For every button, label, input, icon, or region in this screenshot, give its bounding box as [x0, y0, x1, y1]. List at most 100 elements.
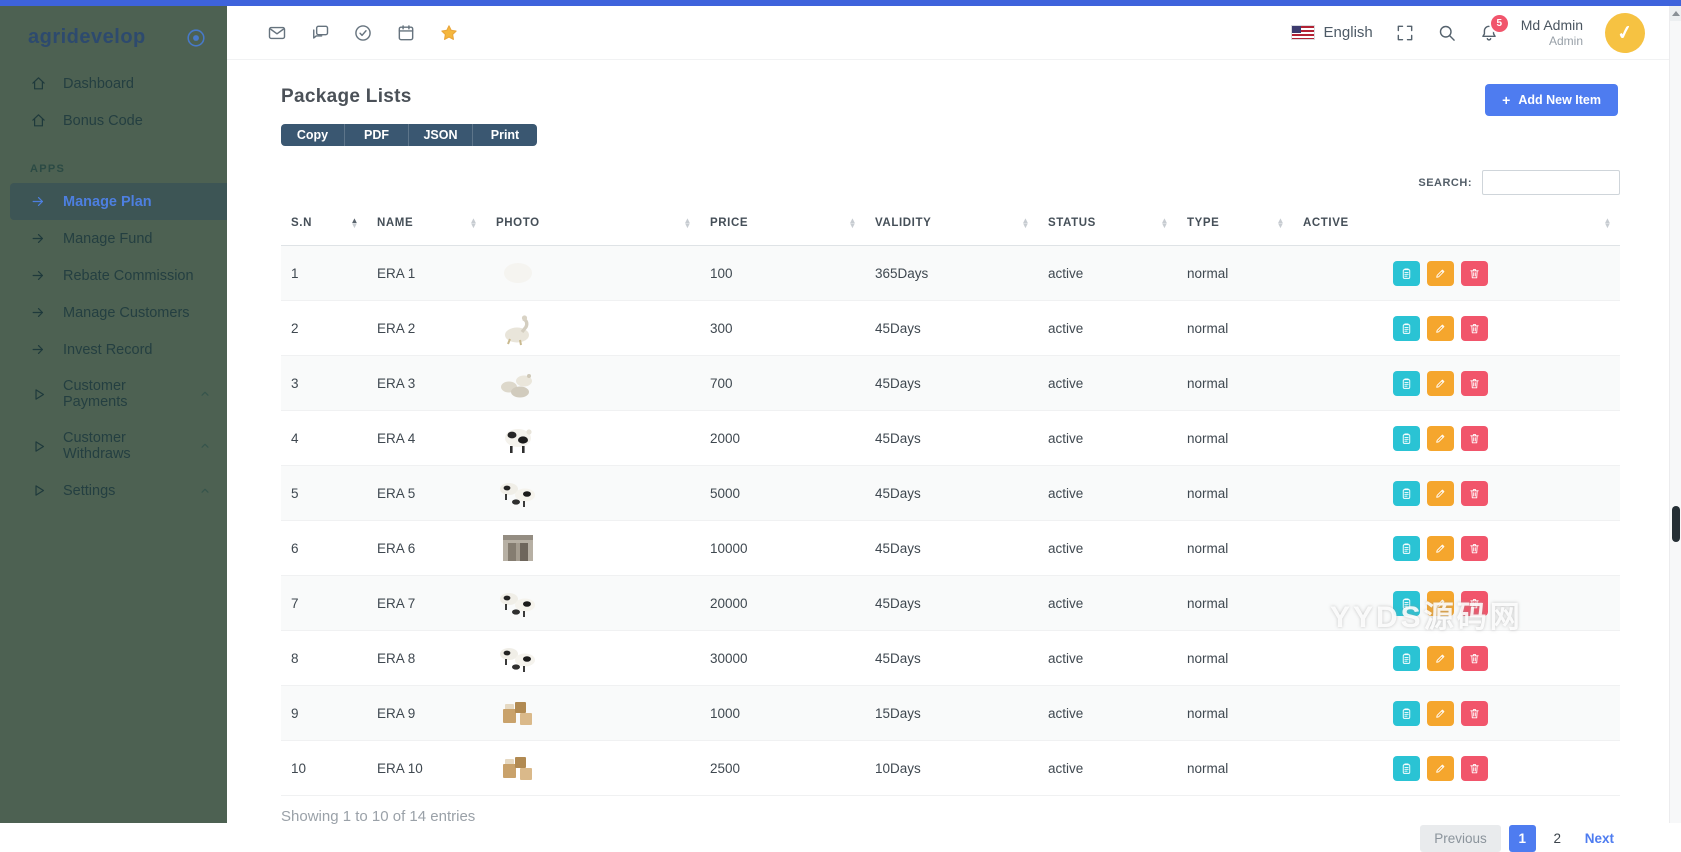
fullscreen-icon[interactable] [1395, 23, 1415, 43]
notification-badge: 5 [1490, 14, 1508, 32]
delete-button[interactable] [1461, 260, 1488, 286]
delete-button[interactable] [1461, 480, 1488, 506]
scroll-up-arrow[interactable] [1670, 6, 1681, 21]
sidebar-item-invest-record[interactable]: Invest Record [0, 331, 227, 368]
view-button[interactable] [1393, 590, 1420, 616]
cell-sn: 4 [281, 410, 367, 466]
view-button[interactable] [1393, 535, 1420, 561]
pagination-next-button[interactable]: Next [1579, 825, 1620, 852]
column-header-price[interactable]: PRICE ▲ ▼ [700, 211, 865, 246]
edit-button[interactable] [1427, 755, 1454, 781]
language-selector[interactable]: English [1291, 24, 1373, 41]
edit-button[interactable] [1427, 370, 1454, 396]
cell-type: normal [1177, 465, 1293, 521]
delete-button[interactable] [1461, 645, 1488, 671]
check-circle-icon[interactable] [353, 23, 373, 43]
delete-button[interactable] [1461, 370, 1488, 396]
scrollbar-thumb[interactable] [1672, 506, 1680, 542]
delete-button[interactable] [1461, 535, 1488, 561]
view-button[interactable] [1393, 260, 1420, 286]
pagination-page-1[interactable]: 1 [1508, 825, 1536, 852]
view-button[interactable] [1393, 755, 1420, 781]
sidebar-item-bonus-code[interactable]: Bonus Code [0, 102, 227, 139]
cell-type: normal [1177, 355, 1293, 411]
sidebar-item-manage-customers[interactable]: Manage Customers [0, 294, 227, 331]
calendar-icon[interactable] [396, 23, 416, 43]
export-copy-button[interactable]: Copy [281, 124, 345, 146]
cell-validity: 45Days [865, 355, 1038, 411]
view-button[interactable] [1393, 645, 1420, 671]
sidebar-item-settings[interactable]: Settings [0, 472, 227, 509]
sidebar-item-customer-payments[interactable]: Customer Payments [0, 368, 227, 420]
export-json-button[interactable]: JSON [409, 124, 473, 146]
sidebar-item-rebate-commission[interactable]: Rebate Commission [0, 257, 227, 294]
notifications-button[interactable]: 5 [1479, 14, 1508, 43]
chevron-up-icon[interactable] [199, 388, 211, 400]
cell-validity: 45Days [865, 300, 1038, 356]
chat-icon[interactable] [310, 23, 330, 43]
search-input[interactable] [1482, 170, 1620, 195]
edit-button[interactable] [1427, 260, 1454, 286]
delete-button[interactable] [1461, 315, 1488, 341]
column-header-active[interactable]: ACTIVE ▲ ▼ [1293, 211, 1620, 246]
sidebar-item-manage-plan[interactable]: Manage Plan [10, 183, 227, 220]
export-button-group: Copy PDF JSON Print [281, 124, 537, 146]
cell-price: 300 [700, 300, 865, 356]
edit-button[interactable] [1427, 425, 1454, 451]
sidebar-item-customer-withdraws[interactable]: Customer Withdraws [0, 420, 227, 472]
view-button[interactable] [1393, 480, 1420, 506]
cell-name: ERA 7 [367, 575, 486, 631]
delete-button[interactable] [1461, 755, 1488, 781]
cell-status: active [1038, 575, 1177, 631]
search-icon[interactable] [1437, 23, 1457, 43]
column-header-photo[interactable]: PHOTO ▲ ▼ [486, 211, 700, 246]
chevron-up-icon[interactable] [199, 485, 211, 497]
table-header-row: S.N ▲ ▼ NAME ▲ ▼ PHOTO ▲ ▼ PRICE ▲ ▼ VALIDIT… [281, 211, 1620, 246]
cell-type: normal [1177, 520, 1293, 576]
add-new-item-button[interactable]: + Add New Item [1485, 84, 1618, 116]
avatar[interactable]: ✓ [1601, 9, 1649, 56]
search-row: SEARCH: [281, 170, 1620, 195]
view-button[interactable] [1393, 425, 1420, 451]
cell-sn: 9 [281, 685, 367, 741]
circle-dot-icon[interactable] [185, 27, 207, 49]
delete-button[interactable] [1461, 700, 1488, 726]
edit-button[interactable] [1427, 315, 1454, 341]
view-button[interactable] [1393, 370, 1420, 396]
column-header-name[interactable]: NAME ▲ ▼ [367, 211, 486, 246]
cell-actions [1293, 685, 1620, 741]
cell-validity: 45Days [865, 465, 1038, 521]
view-button[interactable] [1393, 315, 1420, 341]
pagination-previous-button[interactable]: Previous [1420, 825, 1501, 852]
pagination-page-2[interactable]: 2 [1553, 831, 1561, 846]
cell-photo [486, 410, 700, 466]
edit-button[interactable] [1427, 645, 1454, 671]
view-button[interactable] [1393, 700, 1420, 726]
delete-button[interactable] [1461, 425, 1488, 451]
cell-price: 1000 [700, 685, 865, 741]
column-header-validity[interactable]: VALIDITY ▲ ▼ [865, 211, 1038, 246]
arrow-right-icon [30, 230, 47, 247]
chevron-up-icon[interactable] [199, 440, 211, 452]
cell-price: 100 [700, 245, 865, 301]
edit-button[interactable] [1427, 700, 1454, 726]
sidebar-item-dashboard[interactable]: Dashboard [0, 65, 227, 102]
column-header-s-n[interactable]: S.N ▲ ▼ [281, 211, 367, 246]
edit-button[interactable] [1427, 480, 1454, 506]
export-print-button[interactable]: Print [473, 124, 537, 146]
delete-button[interactable] [1461, 590, 1488, 616]
export-pdf-button[interactable]: PDF [345, 124, 409, 146]
cell-status: active [1038, 520, 1177, 576]
user-menu[interactable]: Md Admin Admin [1521, 16, 1583, 50]
column-header-status[interactable]: STATUS ▲ ▼ [1038, 211, 1177, 246]
star-icon[interactable] [439, 23, 459, 43]
sidebar-item-manage-fund[interactable]: Manage Fund [0, 220, 227, 257]
us-flag-icon [1291, 26, 1314, 39]
column-header-type[interactable]: TYPE ▲ ▼ [1177, 211, 1293, 246]
cell-type: normal [1177, 300, 1293, 356]
edit-button[interactable] [1427, 590, 1454, 616]
mail-icon[interactable] [267, 23, 287, 43]
sidebar-item-label: Settings [63, 482, 116, 499]
app-logo[interactable]: agridevelop [28, 26, 146, 48]
edit-button[interactable] [1427, 535, 1454, 561]
